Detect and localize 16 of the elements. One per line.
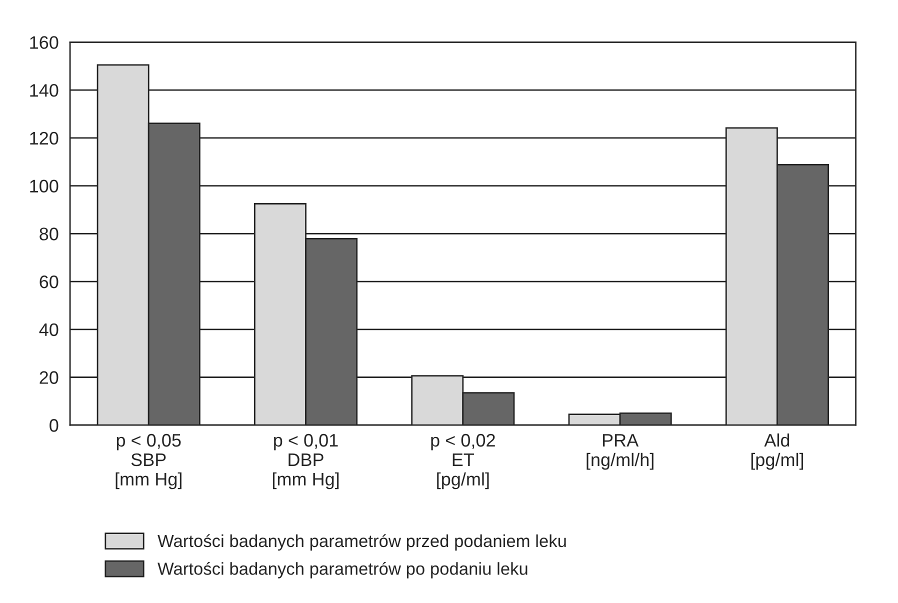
y-tick-label: 140: [30, 84, 58, 97]
y-tick-label: 40: [39, 323, 58, 336]
y-tick-label: 80: [40, 228, 58, 240]
legend-label: Wartości badanych parametrów przed podaniem leku: [158, 534, 566, 551]
y-tick-label: 100: [30, 180, 58, 193]
y-tick-label: 120: [30, 132, 58, 145]
x-tick-label: p < 0,02 ET [pg/ml]: [431, 434, 495, 490]
y-tick-label: 60: [40, 275, 58, 288]
y-tick-label: 160: [30, 36, 58, 49]
x-tick-label: p < 0,05 SBP [mm Hg]: [116, 434, 182, 490]
y-tick-label: 20: [40, 371, 58, 384]
x-tick-label: p < 0,01 DBP [mm Hg]: [272, 434, 339, 490]
x-tick-label: Ald [pg/ml]: [751, 433, 804, 470]
x-tick-label: PRA [ng/ml/h]: [586, 434, 654, 470]
legend-label: Wartości badanych parametrów po podaniu leku: [158, 562, 528, 578]
y-tick-label: 0: [50, 419, 58, 432]
